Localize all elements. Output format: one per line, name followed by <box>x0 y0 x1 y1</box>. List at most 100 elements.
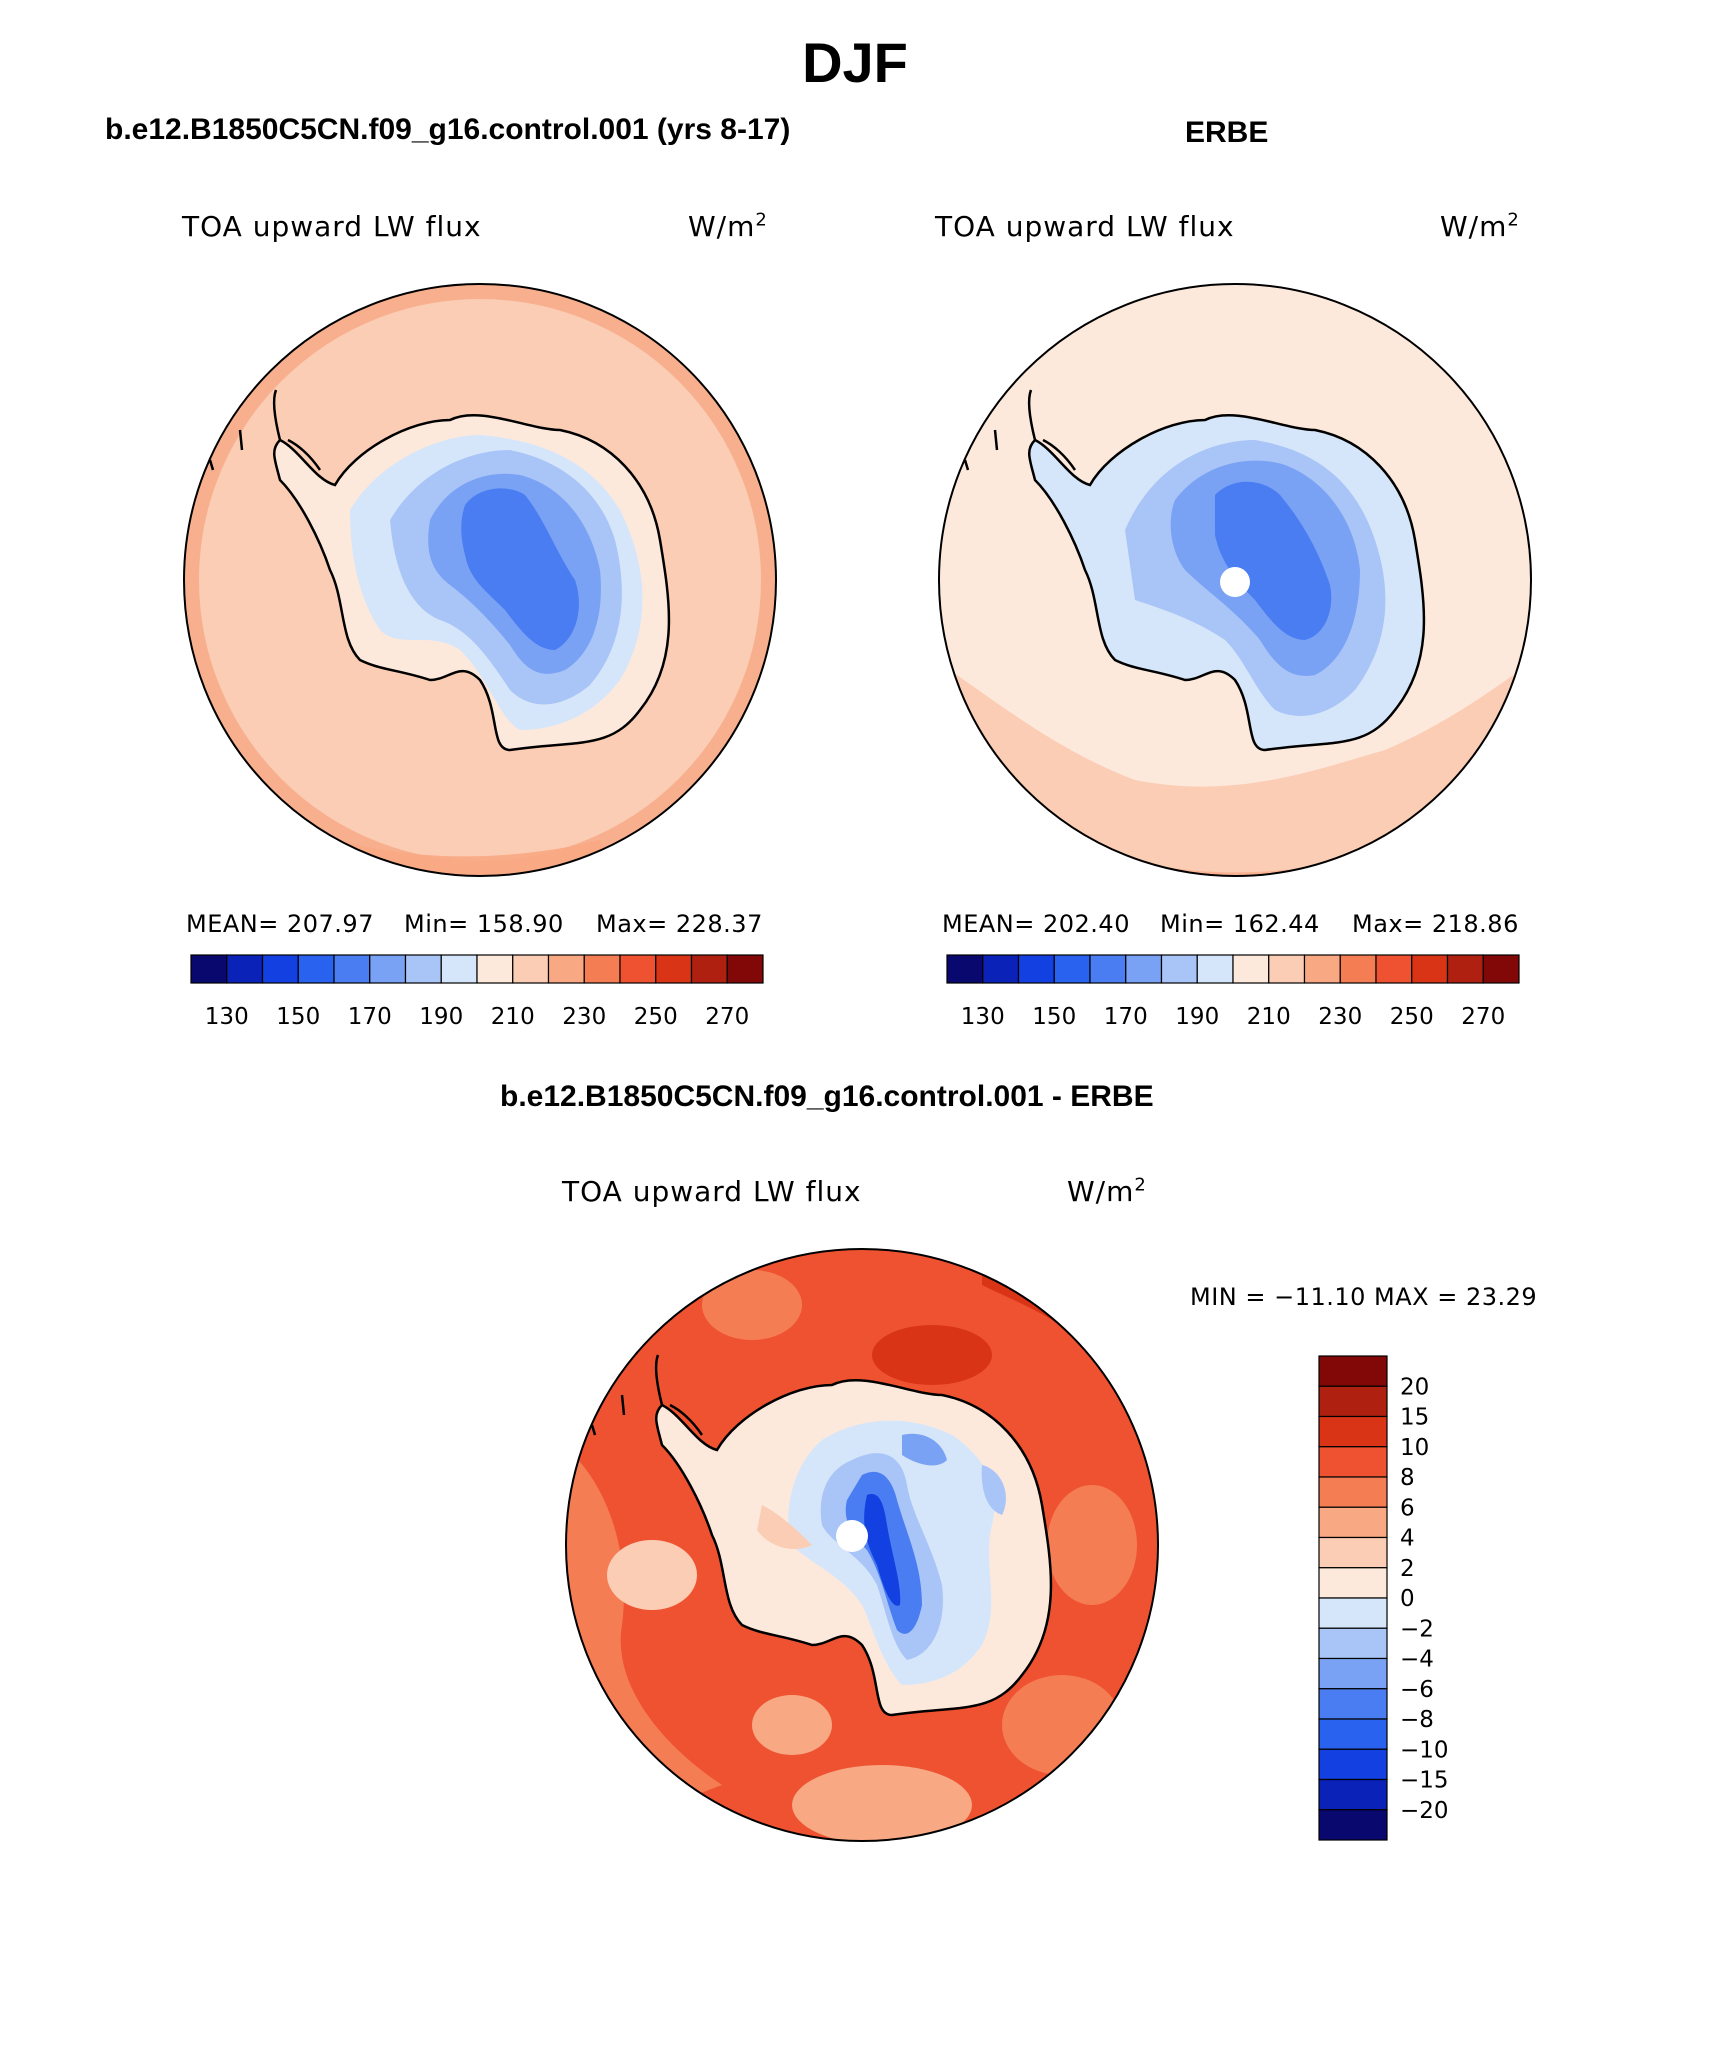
colorbar-swatch <box>1017 954 1055 984</box>
colorbar-swatch <box>512 954 550 984</box>
colorbar-tick-label: −15 <box>1400 1768 1449 1794</box>
panel-title-obs: ERBE <box>1185 116 1269 149</box>
colorbar-tick-label: 150 <box>276 1004 320 1030</box>
colorbar-swatch <box>1318 1718 1388 1750</box>
colorbar-swatch <box>190 954 228 984</box>
units-label-diff: W/m2 <box>1067 1174 1147 1208</box>
colorbar-swatch <box>333 954 371 984</box>
stat-min-model: Min= 158.90 <box>404 910 564 938</box>
colorbar-swatch <box>226 954 264 984</box>
colorbar-swatch <box>1318 1415 1388 1448</box>
colorbar-swatch <box>1446 954 1484 984</box>
colorbar-tick-label: 210 <box>1247 1004 1291 1030</box>
figure-title: DJF <box>802 31 908 94</box>
colorbar-tick-label: 4 <box>1400 1526 1415 1552</box>
colorbar-tick-label: −10 <box>1400 1737 1449 1763</box>
colorbar-tick-label: 170 <box>348 1004 392 1030</box>
colorbar-swatch <box>1318 1627 1388 1660</box>
colorbar-swatch <box>261 954 299 984</box>
stat-max-obs: Max= 218.86 <box>1352 910 1519 938</box>
colorbar-swatch <box>1303 954 1341 984</box>
colorbar-swatch <box>655 954 693 984</box>
variable-label-obs: TOA upward LW flux <box>935 210 1235 243</box>
colorbar-swatch <box>982 954 1020 984</box>
colorbar-tick-label: 270 <box>1461 1004 1505 1030</box>
colorbar-swatch <box>1160 954 1198 984</box>
colorbar-tick-label: 10 <box>1400 1435 1429 1461</box>
colorbar-tick-label: −6 <box>1400 1677 1434 1703</box>
variable-label-model: TOA upward LW flux <box>182 210 482 243</box>
colorbar-tick-label: 270 <box>705 1004 749 1030</box>
colorbar-swatch <box>297 954 335 984</box>
polar-map-obs <box>938 283 1532 877</box>
colorbar-swatch <box>1089 954 1127 984</box>
colorbar-swatch <box>369 954 407 984</box>
colorbar-swatch <box>1196 954 1234 984</box>
colorbar-tick-label: 150 <box>1032 1004 1076 1030</box>
colorbar-swatch <box>1318 1778 1388 1811</box>
colorbar-tick-label: 20 <box>1400 1374 1429 1400</box>
units-label-obs: W/m2 <box>1440 209 1520 243</box>
colorbar-swatch <box>1318 1355 1388 1387</box>
colorbar-tick-label: 6 <box>1400 1495 1415 1521</box>
colorbar-tick-label: 8 <box>1400 1465 1415 1491</box>
colorbar-swatch <box>1482 954 1520 984</box>
stat-min-obs: Min= 162.44 <box>1160 910 1320 938</box>
colorbar-tick-label: 190 <box>419 1004 463 1030</box>
colorbar-swatch <box>1318 1385 1388 1418</box>
colorbar-swatch <box>1318 1657 1388 1690</box>
stat-mean-model: MEAN= 207.97 <box>186 910 374 938</box>
colorbar-swatch <box>476 954 514 984</box>
colorbar-swatch <box>440 954 478 984</box>
colorbar-swatch <box>1318 1597 1388 1629</box>
colorbar-swatch <box>1318 1748 1388 1781</box>
colorbar-tick-label: 0 <box>1400 1586 1415 1612</box>
colorbar-tick-label: 190 <box>1175 1004 1219 1030</box>
colorbar-swatch <box>1318 1809 1388 1841</box>
colorbar-swatch <box>1125 954 1163 984</box>
colorbar-swatch <box>1232 954 1270 984</box>
colorbar-tick-label: 230 <box>1318 1004 1362 1030</box>
colorbar-swatch <box>690 954 728 984</box>
colorbar-swatch <box>547 954 585 984</box>
colorbar-swatch <box>1318 1567 1388 1599</box>
colorbar-swatch <box>583 954 621 984</box>
colorbar-swatch <box>1318 1506 1388 1539</box>
polar-map-diff <box>565 1248 1159 1842</box>
colorbar-swatch <box>1339 954 1377 984</box>
colorbar-swatch <box>619 954 657 984</box>
colorbar-tick-label: −8 <box>1400 1707 1434 1733</box>
colorbar-swatch <box>1268 954 1306 984</box>
colorbar-swatch <box>1053 954 1091 984</box>
colorbar-swatch <box>946 954 984 984</box>
colorbar-tick-label: 210 <box>491 1004 535 1030</box>
polar-map-model <box>183 283 777 877</box>
colorbar-obs: 130 150 170 190 210 230 250 270 <box>946 954 1520 1030</box>
stat-max-model: Max= 228.37 <box>596 910 763 938</box>
colorbar-swatch <box>1411 954 1449 984</box>
colorbar-tick-label: 15 <box>1400 1405 1429 1431</box>
stat-mean-obs: MEAN= 202.40 <box>942 910 1130 938</box>
panel-title-model: b.e12.B1850C5CN.f09_g16.control.001 (yrs… <box>105 113 791 146</box>
panel-title-diff: b.e12.B1850C5CN.f09_g16.control.001 - ER… <box>500 1080 1154 1113</box>
colorbar-swatch <box>1318 1476 1388 1508</box>
colorbar-model: 130 150 170 190 210 230 250 270 <box>190 954 764 1030</box>
units-label-model: W/m2 <box>688 209 768 243</box>
colorbar-tick-label: 130 <box>205 1004 249 1030</box>
colorbar-tick-label: 130 <box>961 1004 1005 1030</box>
colorbar-tick-label: −4 <box>1400 1647 1434 1673</box>
colorbar-tick-label: 230 <box>562 1004 606 1030</box>
colorbar-swatch <box>1318 1536 1388 1569</box>
colorbar-tick-label: −20 <box>1400 1798 1449 1824</box>
minmax-label-diff: MIN = −11.10 MAX = 23.29 <box>1190 1283 1538 1311</box>
colorbar-swatch <box>726 954 764 984</box>
colorbar-swatch <box>1318 1688 1388 1720</box>
colorbar-tick-label: 2 <box>1400 1556 1415 1582</box>
colorbar-tick-label: 170 <box>1104 1004 1148 1030</box>
colorbar-tick-label: 250 <box>1390 1004 1434 1030</box>
colorbar-tick-label: 250 <box>634 1004 678 1030</box>
colorbar-swatch <box>404 954 442 984</box>
colorbar-swatch <box>1375 954 1413 984</box>
variable-label-diff: TOA upward LW flux <box>562 1175 862 1208</box>
